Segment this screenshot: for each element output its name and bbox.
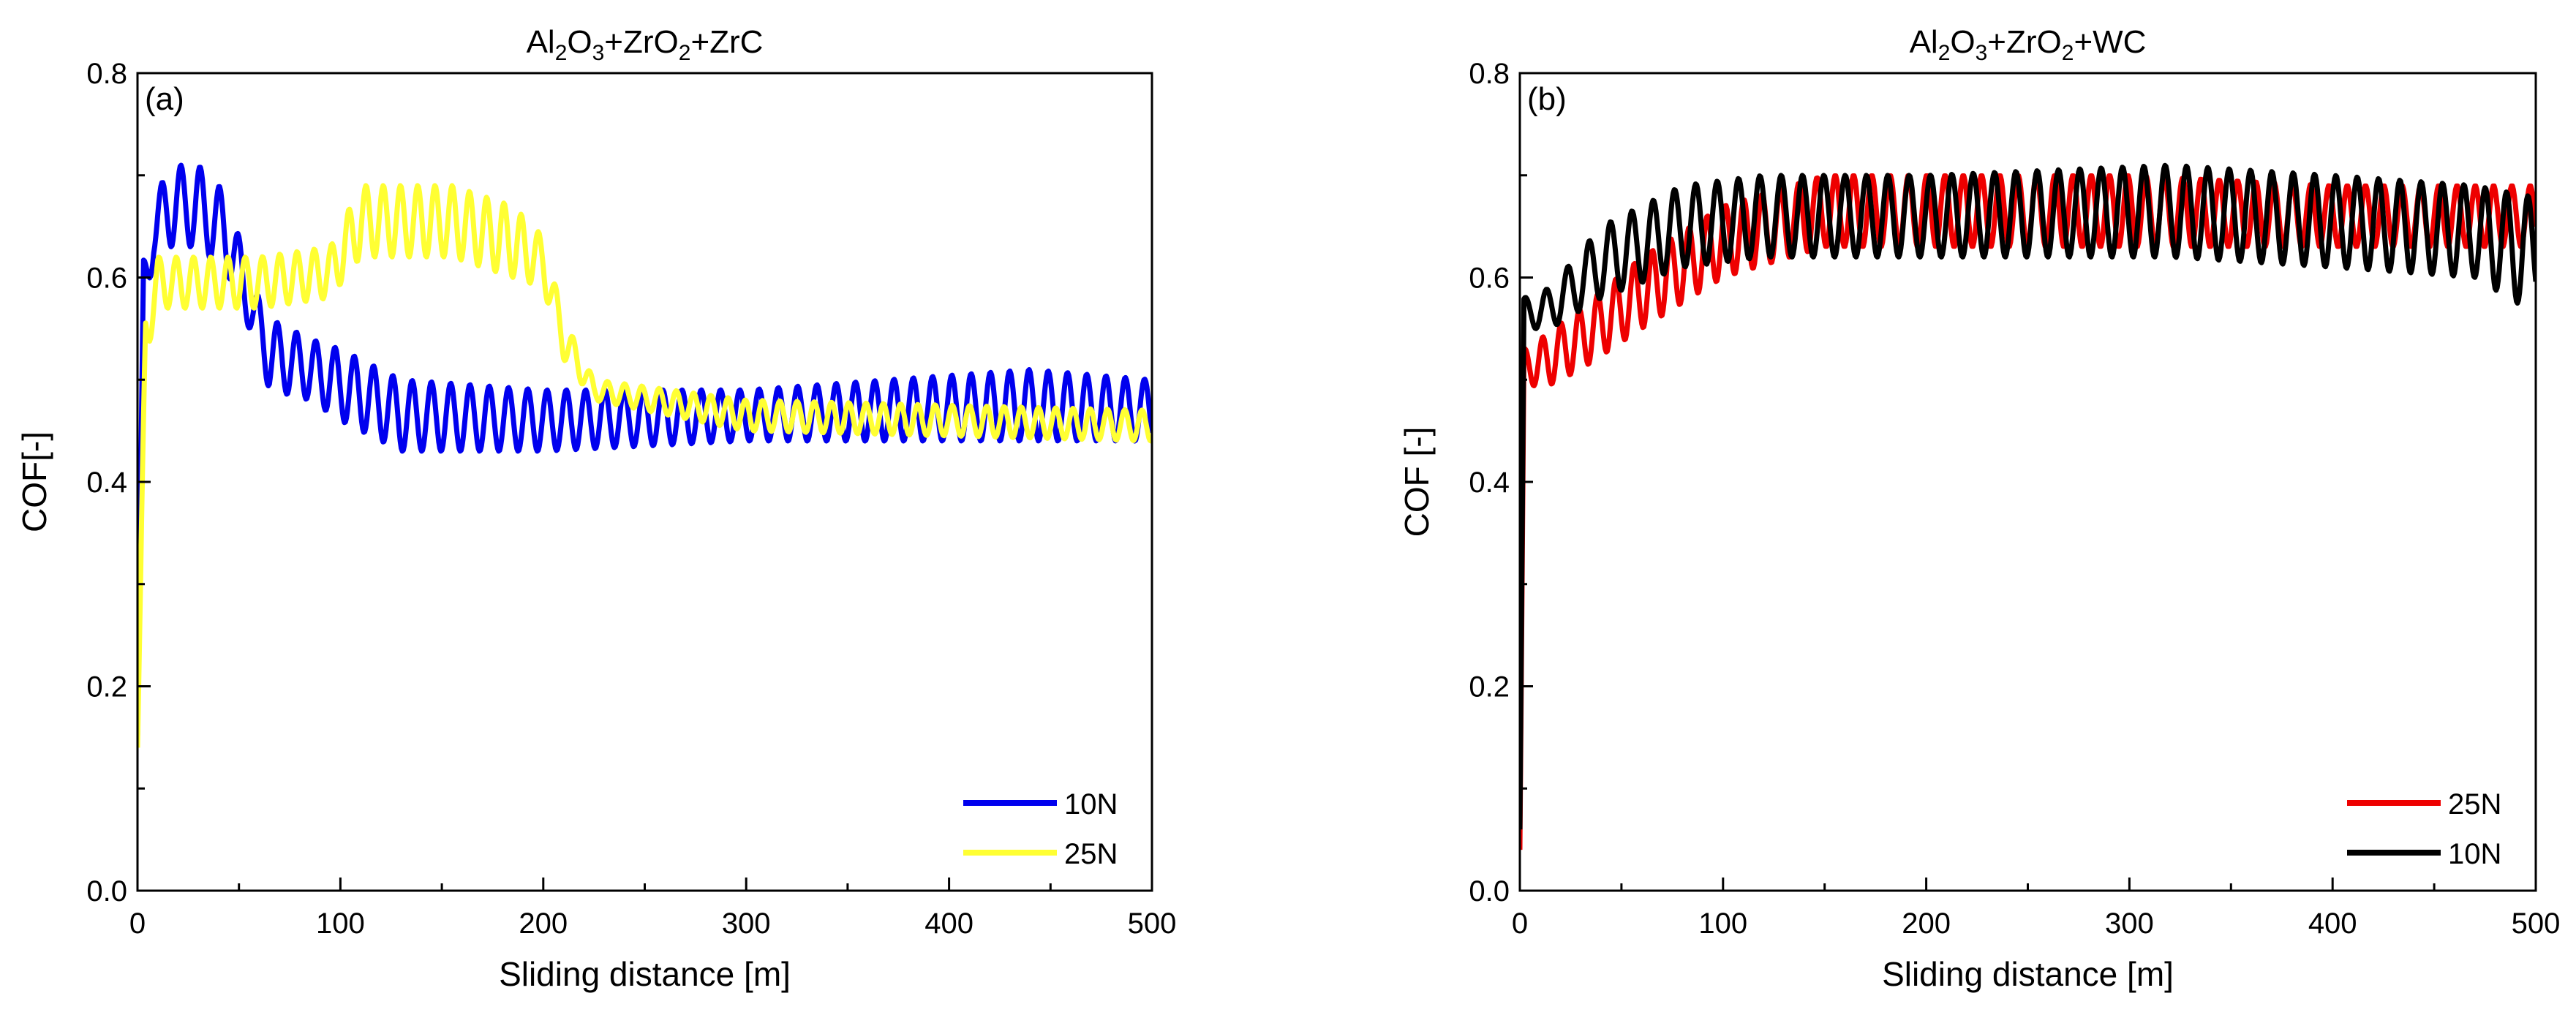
y-tick-label: 0.8 (1469, 58, 1510, 90)
panel-label: (b) (1527, 81, 1567, 117)
title-subscript: 3 (592, 41, 605, 65)
chart-title: Al2O3+ZrO2+ZrC (527, 24, 764, 65)
legend-label-25N: 25N (2448, 788, 2501, 820)
x-tick-label: 0 (129, 907, 146, 940)
chart-b: 0 100 200 300 400 500 0.0 0.2 0.4 0.6 0.8 Sliding d… (1398, 24, 2560, 993)
legend-label-25N: 25N (1064, 838, 1118, 870)
x-tick-label: 500 (2512, 907, 2561, 940)
chart-title: Al2O3+ZrO2+WC (1910, 24, 2147, 65)
x-tick-label: 0 (1512, 907, 1528, 940)
y-tick-label: 0.0 (1469, 875, 1510, 907)
x-tick-label: 400 (924, 907, 973, 940)
y-axis-title: COF[-] (15, 431, 53, 532)
title-subscript: 2 (555, 41, 568, 65)
x-tick-label: 100 (1698, 907, 1747, 940)
x-tick-label: 100 (316, 907, 365, 940)
series-line-25N (1520, 173, 2536, 850)
title-subscript: 3 (1976, 41, 1988, 65)
x-tick-label: 500 (1128, 907, 1177, 940)
x-tick-label: 200 (519, 907, 568, 940)
y-tick-label: 0.2 (1469, 671, 1510, 703)
legend-label-10N: 10N (1064, 788, 1118, 820)
title-text: Al (1910, 24, 1938, 60)
title-text: +ZrC (690, 24, 763, 60)
chart-a: 0 100 200 300 400 500 0.0 0.2 0.4 0.6 0.8 Sliding d… (15, 24, 1176, 993)
x-axis-title: Sliding distance [m] (499, 955, 791, 993)
y-tick-label: 0.4 (1469, 467, 1510, 499)
y-tick-label: 0.8 (86, 58, 127, 90)
series-line-25N (138, 183, 1152, 748)
title-text: +ZrO (604, 24, 678, 60)
title-subscript: 2 (679, 41, 691, 65)
title-text: +WC (2074, 24, 2146, 60)
plot-frame (136, 72, 1153, 892)
y-tick-label: 0.4 (86, 467, 127, 499)
series-line-10N (1520, 162, 2536, 830)
x-tick-label: 300 (722, 907, 771, 940)
series-group-a (138, 162, 1152, 748)
panel-label: (a) (145, 81, 184, 117)
series-group-b (1520, 162, 2536, 850)
x-axis-title: Sliding distance [m] (1882, 955, 2174, 993)
x-tick-label: 400 (2308, 907, 2357, 940)
y-tick-label: 0.2 (86, 671, 127, 703)
x-tick-label: 300 (2105, 907, 2154, 940)
x-tick-label: 200 (1902, 907, 1951, 940)
y-axis-title: COF [-] (1398, 427, 1436, 537)
title-text: +ZrO (1987, 24, 2061, 60)
title-subscript: 2 (1938, 41, 1951, 65)
legend-label-10N: 10N (2448, 838, 2501, 870)
title-text: O (1950, 24, 1975, 60)
y-tick-label: 0.6 (1469, 263, 1510, 295)
y-tick-label: 0.0 (86, 875, 127, 907)
series-line-10N (138, 162, 1152, 738)
title-subscript: 2 (2062, 41, 2074, 65)
y-tick-label: 0.6 (86, 263, 127, 295)
title-text: O (567, 24, 592, 60)
title-text: Al (527, 24, 555, 60)
